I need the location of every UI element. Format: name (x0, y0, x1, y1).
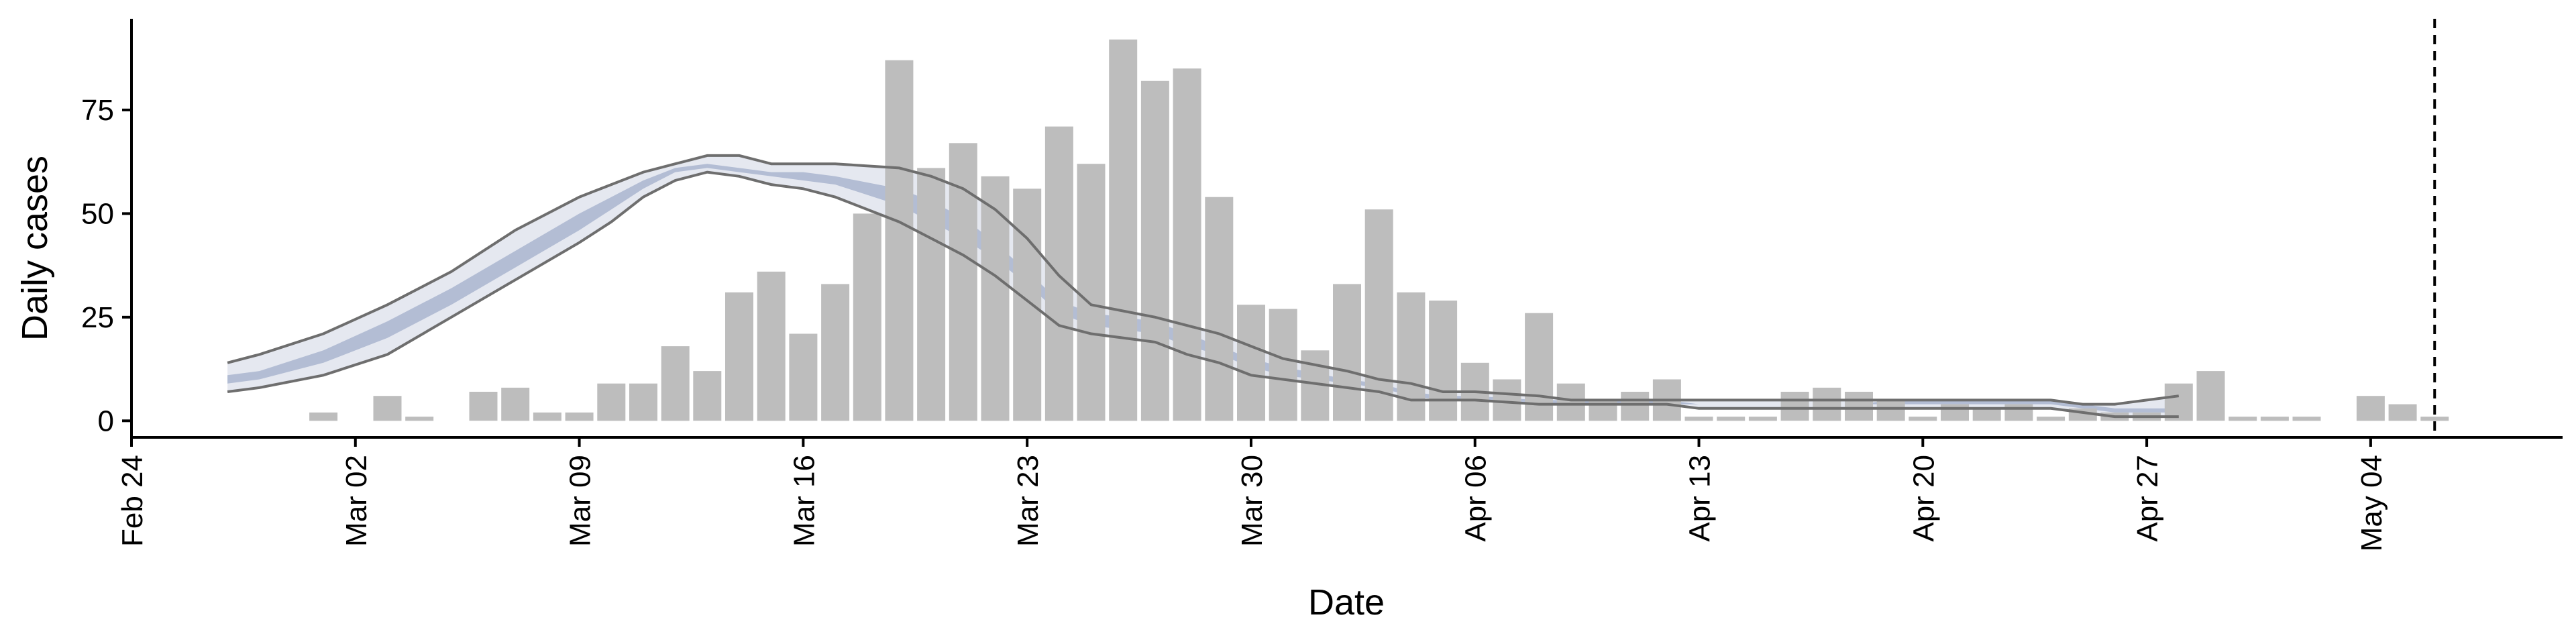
bar (853, 213, 881, 421)
bar (501, 387, 530, 421)
bar (533, 412, 561, 421)
bar (1237, 305, 1265, 421)
bar (2292, 417, 2321, 421)
band-upper-line (227, 154, 2180, 406)
bar (2229, 417, 2257, 421)
bar (2420, 417, 2449, 421)
axes (122, 19, 2563, 447)
bar (2004, 404, 2033, 421)
bar (885, 60, 914, 421)
bar (1813, 387, 1841, 421)
bar (373, 396, 402, 421)
bar (1013, 189, 1042, 421)
bar (1364, 209, 1393, 421)
tick-labels: 0 25 50 75 Feb 24 Mar 02 Mar 09 Mar 16 Mar 23 Mar… (81, 94, 2388, 551)
bar (661, 346, 690, 421)
bar (1429, 301, 1458, 421)
bar (821, 284, 850, 421)
bar (1748, 417, 1777, 421)
x-tick-label: Apr 13 (1684, 455, 1717, 542)
x-tick-label: Feb 24 (116, 455, 149, 547)
x-tick-label: Apr 20 (1907, 455, 1940, 542)
x-tick-label: Apr 06 (1460, 455, 1493, 542)
bars (309, 39, 2449, 421)
bar (757, 271, 786, 421)
bar (1140, 80, 1169, 421)
bar (917, 168, 946, 421)
bar (1205, 197, 1234, 421)
bar (1909, 417, 1937, 421)
bar (2260, 417, 2289, 421)
y-tick-label: 75 (81, 94, 114, 127)
y-tick-label: 25 (81, 301, 114, 334)
x-tick-label: Mar 09 (564, 455, 597, 547)
bar (2164, 383, 2193, 421)
bar (1845, 392, 1873, 421)
x-tick-label: Apr 27 (2131, 455, 2164, 542)
band-50 (227, 164, 2179, 413)
bar (1269, 309, 1297, 421)
bar (629, 383, 657, 421)
y-axis-label: Daily cases (15, 156, 55, 341)
bar (469, 392, 498, 421)
bar (1173, 68, 1201, 421)
bar (1941, 404, 1969, 421)
x-tick-label: Mar 16 (788, 455, 820, 547)
x-tick-label: Mar 02 (340, 455, 373, 547)
bar (597, 383, 626, 421)
estimate-band-lines (227, 154, 2180, 419)
bar (2388, 404, 2417, 421)
bar (789, 333, 818, 421)
band-90 (227, 155, 2179, 417)
bar (405, 417, 434, 421)
bar (1077, 164, 1106, 421)
x-axis-label: Date (1308, 582, 1385, 623)
bar (1876, 400, 1905, 421)
bar (1044, 126, 1073, 421)
bar (1717, 417, 1746, 421)
band-lower-line (227, 170, 2179, 419)
bar (1493, 379, 1521, 421)
bar (725, 292, 753, 421)
bar (309, 412, 338, 421)
bar (565, 412, 594, 421)
bar (2037, 417, 2065, 421)
bar (981, 176, 1010, 421)
bar (1972, 408, 2001, 421)
bar (1556, 383, 1585, 421)
y-tick-label: 0 (98, 405, 114, 437)
bar (1109, 39, 1138, 421)
x-tick-label: Mar 30 (1236, 455, 1269, 547)
y-tick-label: 50 (81, 197, 114, 230)
bar (2356, 396, 2385, 421)
bar (2196, 371, 2225, 421)
bar (1397, 292, 1426, 421)
x-tick-label: Mar 23 (1012, 455, 1044, 547)
bar (1621, 392, 1650, 421)
bar (1780, 392, 1809, 421)
bar (1684, 417, 1713, 421)
bar (693, 371, 722, 421)
x-tick-label: May 04 (2355, 455, 2388, 551)
bar (1333, 284, 1361, 421)
estimate-bands (227, 155, 2179, 417)
